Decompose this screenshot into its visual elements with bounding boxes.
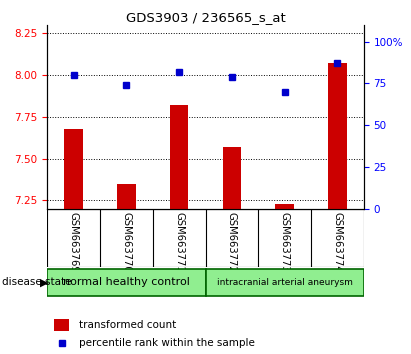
FancyBboxPatch shape [47, 269, 206, 296]
Bar [117, 184, 136, 209]
Title: GDS3903 / 236565_s_at: GDS3903 / 236565_s_at [126, 11, 285, 24]
Bar [65, 129, 83, 209]
Text: GSM663770: GSM663770 [121, 212, 132, 273]
Text: GSM663774: GSM663774 [332, 212, 342, 273]
Text: normal healthy control: normal healthy control [63, 277, 190, 287]
FancyBboxPatch shape [206, 269, 364, 296]
Text: GSM663769: GSM663769 [69, 212, 79, 273]
Text: disease state: disease state [2, 277, 72, 287]
Text: GSM663773: GSM663773 [279, 212, 290, 273]
Text: GSM663771: GSM663771 [174, 212, 184, 273]
Text: ▶: ▶ [40, 277, 49, 287]
Bar [53, 319, 69, 331]
Bar [170, 105, 188, 209]
Bar [328, 63, 346, 209]
Text: percentile rank within the sample: percentile rank within the sample [79, 338, 255, 348]
Bar [223, 147, 241, 209]
Text: GSM663772: GSM663772 [227, 212, 237, 273]
Text: transformed count: transformed count [79, 320, 176, 330]
Text: intracranial arterial aneurysm: intracranial arterial aneurysm [217, 278, 353, 287]
Bar [275, 204, 294, 209]
